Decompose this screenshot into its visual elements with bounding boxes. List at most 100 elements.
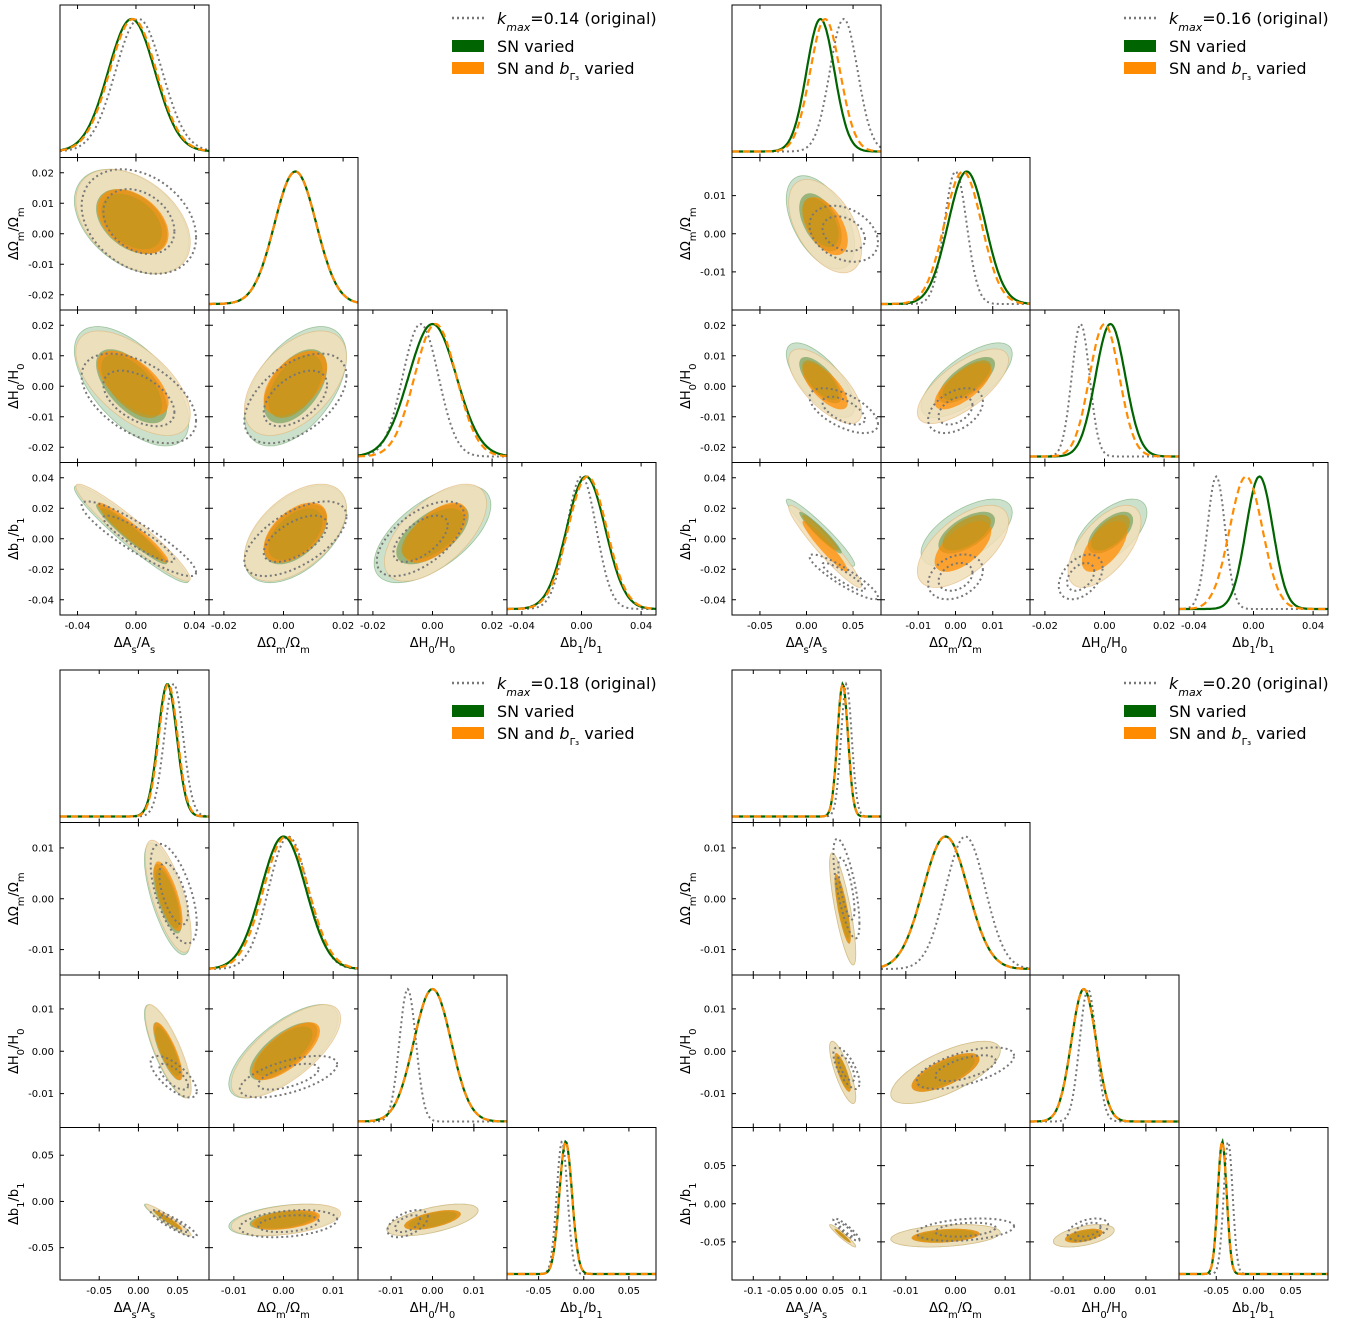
sn-marginal-3 <box>507 1139 656 1276</box>
original-contour-2sigma <box>80 500 198 578</box>
x-axis-label: ΔH0/H0 <box>410 1301 456 1320</box>
original-contour-2sigma <box>80 352 198 445</box>
x-tick-label: 0.02 <box>1153 621 1175 632</box>
x-tick-label: 0.05 <box>842 621 864 632</box>
y-tick-label: 0.01 <box>32 1004 54 1015</box>
x-axis-label: ΔΩm/Ωm <box>257 636 310 656</box>
original-contour-2sigma <box>915 1217 1016 1242</box>
legend: kmax=0.14 (original) SN varied SN and bΓ₃ … <box>452 9 657 83</box>
snb-marginal-1 <box>881 170 1030 306</box>
subplot-0-0 <box>731 4 882 158</box>
overlap-contour <box>101 193 162 250</box>
legend-sn-label: SN varied <box>497 702 575 721</box>
subplot-1-0: -0.01 0.00 0.01 ΔΩm/Ωm <box>7 822 210 976</box>
y-tick-label: -0.05 <box>700 1237 726 1248</box>
y-tick-label: -0.02 <box>28 443 54 454</box>
original-marginal-3 <box>1179 1140 1328 1275</box>
subplot-frame <box>208 822 359 976</box>
x-axis-label: ΔAs/As <box>114 1301 156 1320</box>
subplot-2-1 <box>880 974 1031 1128</box>
y-tick-label: 0.02 <box>704 504 726 515</box>
x-tick-label: 0.00 <box>127 1286 149 1297</box>
snb-marginal-3 <box>1179 1137 1328 1276</box>
x-tick-label: -0.01 <box>893 1286 919 1297</box>
subplot-frame <box>731 1127 882 1281</box>
x-tick-label: -0.01 <box>221 1286 247 1297</box>
original-contour-2sigma <box>149 1208 198 1239</box>
x-tick-label: 0.00 <box>125 621 147 632</box>
legend-sn-label: SN varied <box>497 37 575 56</box>
x-tick-label: -0.05 <box>526 1286 552 1297</box>
y-tick-label: 0.01 <box>32 843 54 854</box>
subplot-3-1: -0.02 0.00 0.02 ΔΩm/Ωm <box>208 462 359 656</box>
y-tick-label: 0.00 <box>32 1047 54 1058</box>
x-tick-label: 0.05 <box>1280 1286 1302 1297</box>
subplot-3-1: -0.01 0.00 0.01 ΔΩm/Ωm <box>208 1127 359 1320</box>
y-tick-label: -0.01 <box>28 260 54 271</box>
subplot-frame <box>357 1127 508 1281</box>
x-tick-label: -0.04 <box>1181 621 1207 632</box>
sn-marginal-2 <box>1030 322 1179 458</box>
subplot-2-1 <box>880 309 1031 463</box>
y-tick-label: -0.04 <box>28 595 54 606</box>
subplot-3-2: -0.02 0.00 0.02 ΔH0/H0 <box>1029 462 1180 656</box>
original-contour-2sigma <box>238 1054 339 1099</box>
subplot-3-0: -0.1 -0.05 0.00 0.05 0.1ΔAs/As-0.050.000.05Δ… <box>679 1127 882 1320</box>
legend-sn-swatch <box>452 705 484 717</box>
legend-snb-swatch <box>1124 727 1156 739</box>
subplot-3-2: -0.02 0.00 0.02 ΔH0/H0 <box>357 462 508 656</box>
x-tick-label: -0.05 <box>747 621 773 632</box>
original-marginal-0 <box>732 681 881 818</box>
y-tick-label: 0.01 <box>704 1004 726 1015</box>
original-contour-1sigma <box>821 562 867 592</box>
x-tick-label: 0.02 <box>481 621 503 632</box>
snb-marginal-0 <box>60 17 209 152</box>
y-tick-label: 0.02 <box>704 321 726 332</box>
snb-marginal-3 <box>1179 475 1328 611</box>
sn-marginal-2 <box>1030 987 1179 1123</box>
legend-sn-swatch <box>1124 40 1156 52</box>
original-marginal-2 <box>1030 987 1179 1123</box>
subplot-frame <box>731 669 882 823</box>
y-tick-label: 0.04 <box>32 473 54 484</box>
original-contour-2sigma <box>80 168 198 275</box>
y-axis-label: Δb1/b1 <box>679 517 699 560</box>
subplot-3-2: -0.01 0.00 0.01 ΔH0/H0 <box>1029 1127 1180 1320</box>
subplot-0-0 <box>731 669 882 823</box>
legend-snb-swatch <box>452 727 484 739</box>
x-tick-label: 0.01 <box>1135 1286 1157 1297</box>
x-tick-label: 0.00 <box>272 1286 294 1297</box>
overlap-contour <box>155 1026 180 1076</box>
y-tick-label: 0.02 <box>32 321 54 332</box>
overlap-contour <box>408 1211 457 1229</box>
subplot-2-2 <box>1029 974 1180 1128</box>
subplot-3-0: -0.05 0.00 0.05 ΔAs/As -0.04 -0.02 0.00 0.02 0.0… <box>679 462 882 656</box>
sn-marginal-1 <box>209 835 358 970</box>
original-contour-2sigma <box>832 1046 861 1091</box>
original-contour-2sigma <box>1066 1217 1110 1242</box>
corner-panel-4: -0.010.000.01ΔΩm/Ωm-0.010.000.01ΔH0/H0-0… <box>679 669 1329 1320</box>
subplot-3-1: -0.01 0.00 0.01 ΔΩm/Ωm <box>880 1127 1031 1320</box>
x-tick-label: 0.04 <box>630 621 652 632</box>
x-tick-label: 0.00 <box>421 621 443 632</box>
original-contour-1sigma <box>1066 562 1096 592</box>
legend-sn-swatch <box>452 40 484 52</box>
x-axis-label: ΔH0/H0 <box>1082 1301 1128 1320</box>
original-contour-1sigma <box>158 1214 189 1233</box>
subplot-2-0: -0.02 -0.01 0.00 0.01 0.02 ΔH0/H0 <box>679 309 882 463</box>
subplot-1-1 <box>208 157 359 311</box>
overlap-contour <box>802 197 839 248</box>
y-axis-label: ΔΩm/Ωm <box>679 872 699 925</box>
y-axis-label: ΔH0/H0 <box>679 1028 699 1074</box>
subplot-1-1 <box>880 822 1031 976</box>
legend-original-label: kmax=0.20 (original) <box>1169 674 1329 699</box>
subplot-1-0: -0.01 0.00 0.01 ΔΩm/Ωm <box>679 157 882 311</box>
x-tick-label: -0.02 <box>360 621 386 632</box>
subplot-frame <box>1178 1127 1329 1281</box>
snb-marginal-1 <box>209 835 358 970</box>
x-tick-label: 0.00 <box>1242 621 1264 632</box>
subplot-frame <box>59 1127 210 1281</box>
y-tick-label: -0.02 <box>28 565 54 576</box>
x-tick-label: 0.02 <box>332 621 354 632</box>
